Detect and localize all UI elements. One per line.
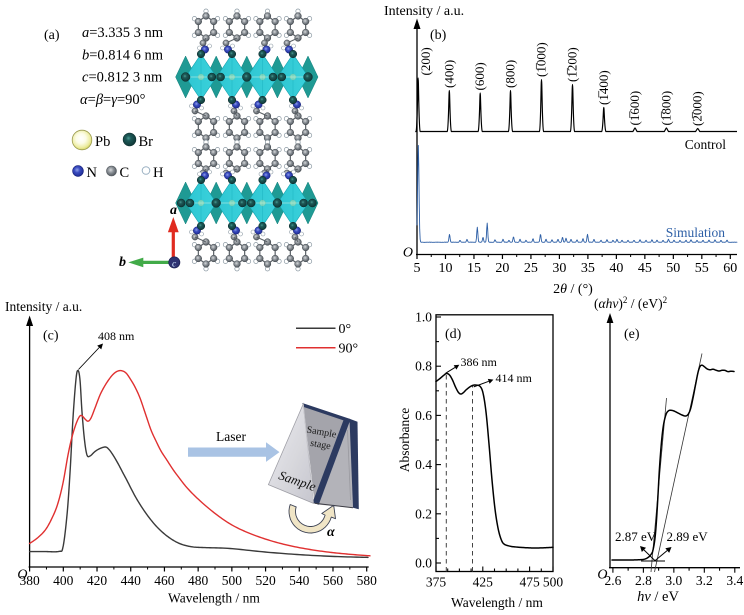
svg-text:580: 580 <box>357 573 378 588</box>
svg-text:stage: stage <box>309 438 332 452</box>
svg-text:Sample: Sample <box>306 425 338 441</box>
svg-text:15: 15 <box>467 261 481 276</box>
svg-text:(1̅800): (1̅800) <box>658 91 673 126</box>
svg-text:520: 520 <box>255 573 276 588</box>
svg-text:O: O <box>17 568 27 583</box>
svg-text:5: 5 <box>414 261 421 276</box>
svg-text:(1̅400): (1̅400) <box>596 70 611 105</box>
svg-text:0.8: 0.8 <box>415 359 432 374</box>
svg-text:(e): (e) <box>624 327 640 342</box>
svg-text:500: 500 <box>543 575 564 590</box>
svg-text:3.4: 3.4 <box>726 573 743 588</box>
svg-text:50: 50 <box>666 261 680 276</box>
svg-text:400: 400 <box>53 573 74 588</box>
svg-text:(200): (200) <box>418 47 433 75</box>
svg-text:60: 60 <box>723 261 737 276</box>
svg-text:1.0: 1.0 <box>415 310 432 325</box>
svg-text:(600): (600) <box>472 62 487 90</box>
svg-text:α=β=γ=90°: α=β=γ=90° <box>80 92 146 108</box>
svg-text:(1̅600): (1̅600) <box>627 91 642 126</box>
svg-text:a=3.335 3 nm: a=3.335 3 nm <box>82 25 164 41</box>
svg-text:0.2: 0.2 <box>415 506 432 521</box>
svg-text:560: 560 <box>323 573 344 588</box>
svg-text:α: α <box>327 525 335 540</box>
svg-text:(1̅000): (1̅000) <box>533 42 548 77</box>
svg-text:C: C <box>120 165 130 181</box>
svg-text:500: 500 <box>222 573 243 588</box>
svg-text:c: c <box>172 260 177 270</box>
svg-text:a: a <box>170 203 177 218</box>
svg-text:Wavelength / nm: Wavelength / nm <box>168 591 260 606</box>
svg-text:480: 480 <box>188 573 209 588</box>
svg-text:b: b <box>119 255 126 270</box>
svg-text:Absorbance: Absorbance <box>397 408 412 472</box>
svg-text:O: O <box>403 246 413 261</box>
svg-text:N: N <box>87 165 98 181</box>
svg-text:0°: 0° <box>339 322 352 337</box>
svg-text:460: 460 <box>154 573 175 588</box>
svg-text:386 nm: 386 nm <box>461 355 498 369</box>
svg-text:Br: Br <box>139 134 154 150</box>
svg-text:3.2: 3.2 <box>696 573 713 588</box>
svg-text:Simulation: Simulation <box>666 225 726 240</box>
svg-text:45: 45 <box>638 261 652 276</box>
svg-text:Intensity / a.u.: Intensity / a.u. <box>384 4 464 19</box>
svg-text:425: 425 <box>473 575 494 590</box>
svg-text:0.0: 0.0 <box>415 556 432 571</box>
svg-text:(b): (b) <box>430 28 447 43</box>
svg-text:Laser: Laser <box>216 429 246 444</box>
svg-text:2.87 eV: 2.87 eV <box>615 529 657 544</box>
svg-text:2.89 eV: 2.89 eV <box>667 529 709 544</box>
svg-text:(c): (c) <box>43 329 59 344</box>
svg-text:(1̅200): (1̅200) <box>564 47 579 82</box>
svg-text:(a): (a) <box>44 28 60 43</box>
svg-text:55: 55 <box>695 261 709 276</box>
svg-text:20: 20 <box>495 261 509 276</box>
svg-text:H: H <box>153 165 164 181</box>
svg-text:(2̅000): (2̅000) <box>690 91 705 126</box>
svg-text:(800): (800) <box>502 60 517 88</box>
svg-text:2.8: 2.8 <box>635 573 652 588</box>
svg-text:10: 10 <box>439 261 453 276</box>
svg-text:2.6: 2.6 <box>604 573 621 588</box>
svg-text:c=0.812 3 nm: c=0.812 3 nm <box>82 70 163 86</box>
svg-text:(d): (d) <box>445 327 462 342</box>
svg-text:90°: 90° <box>339 341 359 356</box>
svg-text:3.0: 3.0 <box>665 573 682 588</box>
svg-text:408 nm: 408 nm <box>98 329 135 343</box>
svg-text:(αhν)2 / (eV)2: (αhν)2 / (eV)2 <box>594 295 667 311</box>
svg-text:440: 440 <box>121 573 142 588</box>
svg-text:2θ / (°): 2θ / (°) <box>553 282 593 297</box>
svg-text:b=0.814 6 nm: b=0.814 6 nm <box>82 48 164 64</box>
svg-text:375: 375 <box>426 575 447 590</box>
svg-text:540: 540 <box>289 573 310 588</box>
svg-text:0.6: 0.6 <box>415 408 432 423</box>
svg-text:420: 420 <box>87 573 108 588</box>
svg-text:O: O <box>597 568 607 583</box>
svg-text:35: 35 <box>581 261 595 276</box>
svg-text:40: 40 <box>609 261 623 276</box>
svg-text:Control: Control <box>685 137 727 152</box>
svg-text:Wavelength / nm: Wavelength / nm <box>451 595 543 610</box>
svg-text:hν / eV: hν / eV <box>637 589 679 605</box>
svg-text:Intensity / a.u.: Intensity / a.u. <box>5 299 82 314</box>
svg-text:380: 380 <box>19 573 40 588</box>
svg-text:475: 475 <box>519 575 540 590</box>
svg-text:0.4: 0.4 <box>415 457 432 472</box>
svg-text:Pb: Pb <box>95 134 110 150</box>
svg-text:414 nm: 414 nm <box>496 371 533 385</box>
svg-text:(400): (400) <box>441 60 456 88</box>
svg-text:30: 30 <box>552 261 566 276</box>
svg-text:25: 25 <box>524 261 538 276</box>
